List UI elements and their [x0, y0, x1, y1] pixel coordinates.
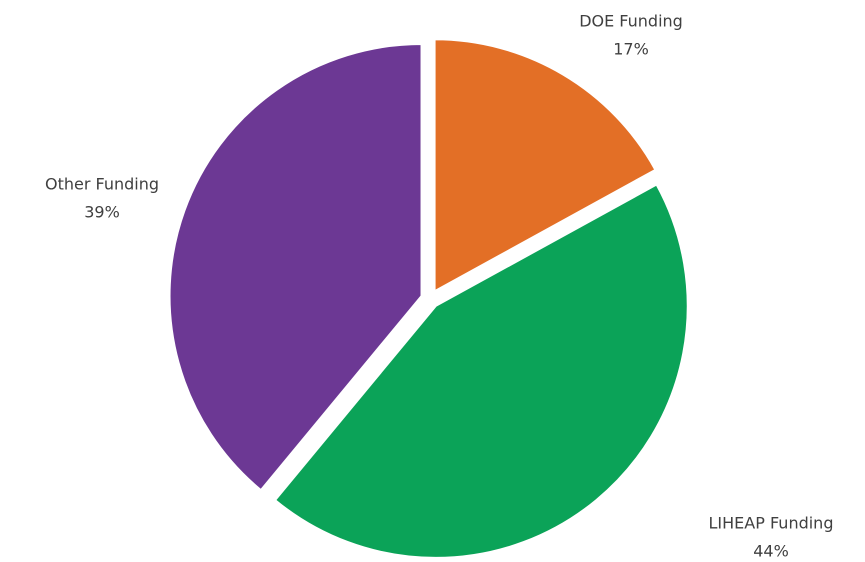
pie-slice	[273, 183, 689, 559]
slice-value-label: 39%	[84, 203, 120, 222]
slice-label: Other Funding	[45, 175, 159, 194]
pie-slice	[168, 42, 423, 492]
slice-value-label: 44%	[753, 542, 789, 561]
slice-value-label: 17%	[613, 40, 649, 59]
pie-slice	[433, 38, 657, 293]
slice-label: DOE Funding	[579, 12, 683, 31]
slice-label: LIHEAP Funding	[709, 514, 834, 533]
